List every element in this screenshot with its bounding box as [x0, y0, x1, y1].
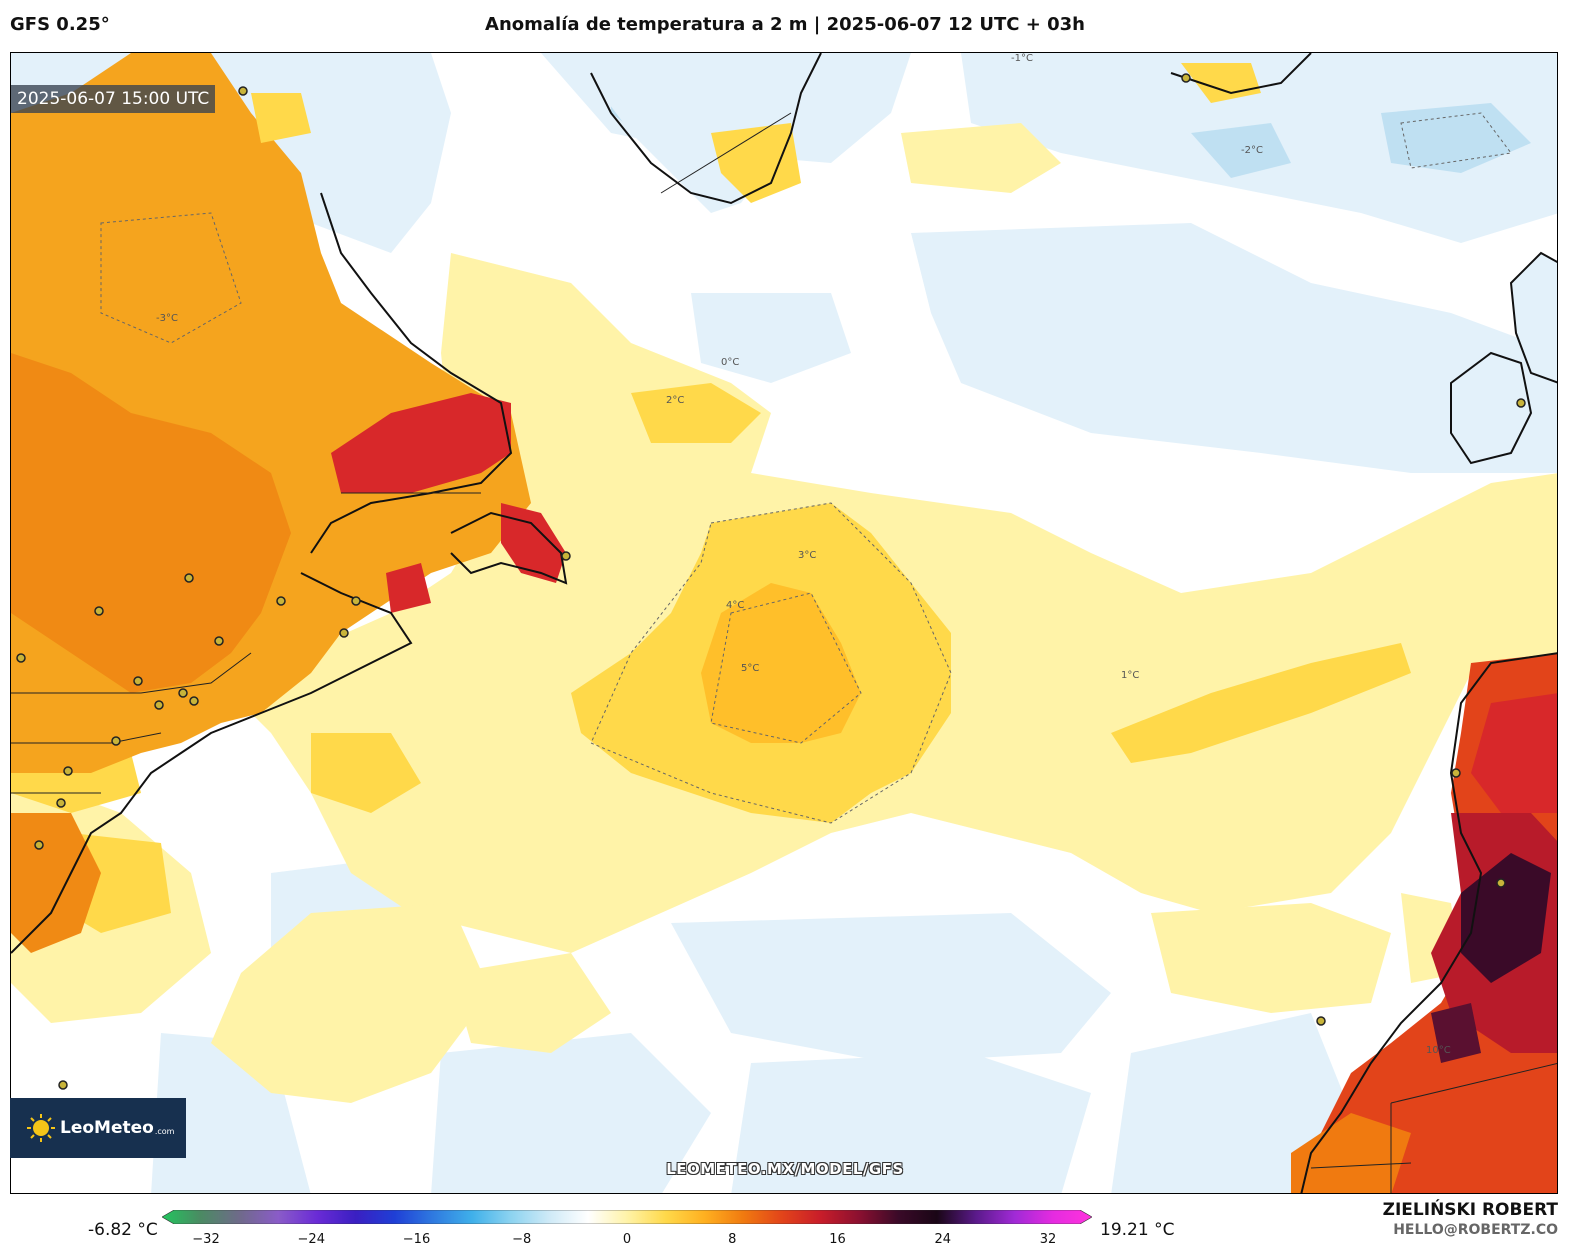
color-bar-tick: 24	[934, 1232, 952, 1247]
contour-label: 5°C	[741, 663, 759, 674]
color-bar-tick: 8	[728, 1232, 737, 1247]
greenland-warm	[251, 53, 1261, 213]
contour-label: 2°C	[666, 395, 684, 406]
color-bar-tick: 32	[1039, 1232, 1057, 1247]
africa-hot-areas	[1291, 653, 1557, 1193]
model-name: GFS 0.25°	[10, 14, 110, 35]
color-bar-tick: 0	[622, 1232, 632, 1247]
valid-time-badge: 2025-06-07 15:00 UTC	[11, 85, 216, 113]
station-markers	[16, 73, 1526, 1090]
legend-min-value: -6.82 °C	[88, 1220, 158, 1240]
leometeo-logo[interactable]: LeoMeteo .com	[10, 1098, 186, 1158]
color-bar-tick: 16	[829, 1232, 846, 1247]
anomaly-map[interactable]: -3°C -2°C -1°C 0°C 1°C 2°C 3°C 4°C 5°C 1…	[11, 53, 1558, 1194]
contour-label: -1°C	[1011, 53, 1033, 64]
anomaly-contours	[100, 112, 1512, 824]
contour-label: -2°C	[1241, 145, 1263, 156]
logo-brand: LeoMeteo	[60, 1118, 154, 1138]
sun-icon	[26, 1113, 56, 1143]
contour-label: 3°C	[798, 550, 816, 561]
legend-max-value: 19.21 °C	[1100, 1220, 1175, 1240]
borders	[11, 112, 1557, 1193]
contour-labels: -3°C -2°C -1°C 0°C 1°C 2°C 3°C 4°C 5°C 1…	[156, 53, 1451, 1056]
color-bar	[162, 1210, 1092, 1224]
color-bar-tick: −8	[512, 1232, 532, 1247]
coastlines	[11, 53, 1557, 1193]
british-isles	[1450, 251, 1557, 465]
source-url[interactable]: LEOMETEO.MX/MODEL/GFS	[666, 1160, 904, 1178]
author-email[interactable]: HELLO@ROBERTZ.CO	[1393, 1222, 1558, 1238]
color-bar-tick: −16	[402, 1232, 431, 1247]
contour-label: 0°C	[721, 357, 739, 368]
logo-tld: .com	[154, 1126, 175, 1136]
warm-core-area	[701, 583, 861, 743]
contour-label: -3°C	[156, 313, 178, 324]
contour-label: 4°C	[726, 600, 744, 611]
land-very-hot-areas	[331, 393, 566, 613]
author-name: ZIELIŃSKI ROBERT	[1382, 1200, 1558, 1220]
color-bar-tick: −24	[297, 1232, 325, 1247]
map-panel[interactable]: -3°C -2°C -1°C 0°C 1°C 2°C 3°C 4°C 5°C 1…	[10, 52, 1558, 1194]
contour-label: 10°C	[1426, 1045, 1451, 1056]
map-title: Anomalía de temperatura a 2 m | 2025-06-…	[485, 14, 1085, 35]
contour-label: 1°C	[1121, 670, 1139, 681]
color-bar-tick: −32	[192, 1232, 220, 1247]
